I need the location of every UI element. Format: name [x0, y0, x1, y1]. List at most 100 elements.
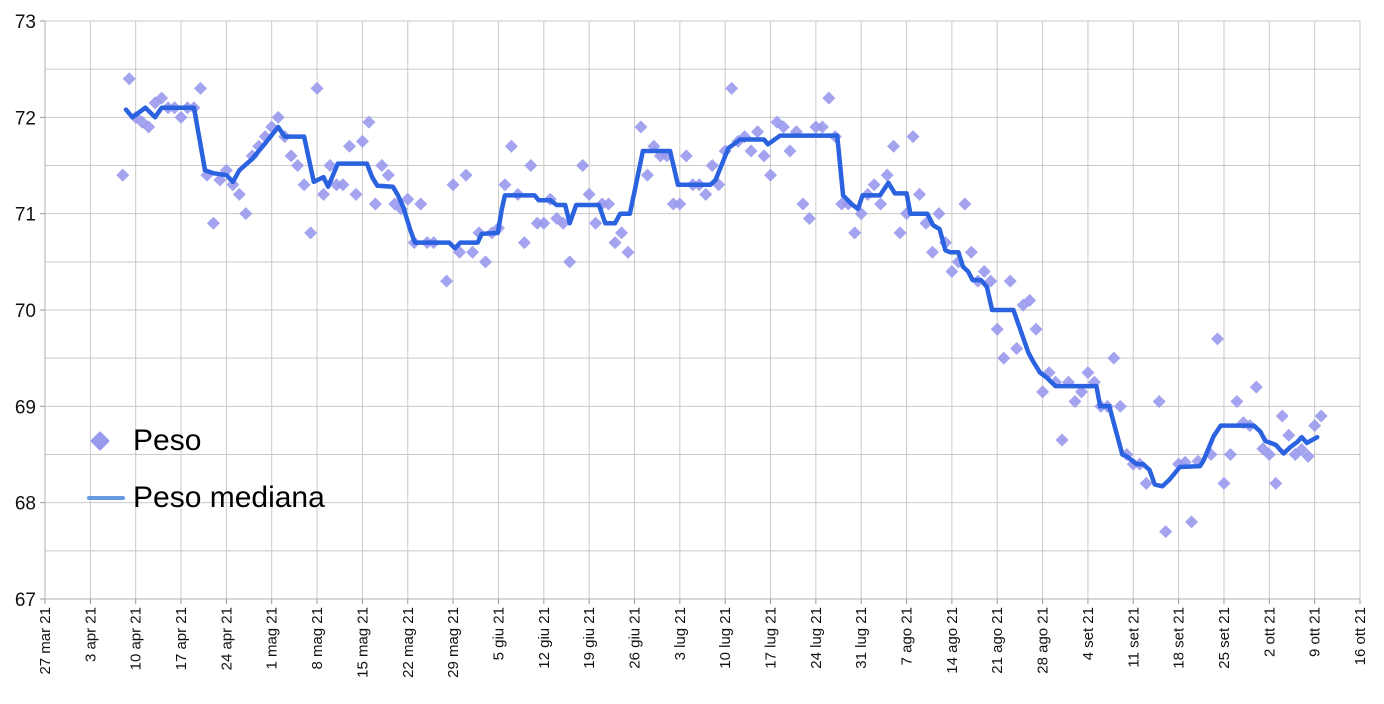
- peso-data-point: [1003, 274, 1017, 288]
- peso-data-point: [1308, 419, 1322, 433]
- peso-data-point: [913, 187, 927, 201]
- chart-legend: Peso Peso mediana: [86, 412, 325, 526]
- peso-data-point: [284, 149, 298, 163]
- peso-data-point: [1269, 476, 1283, 490]
- peso-data-point: [602, 197, 616, 211]
- x-axis-tick-label: 24 lug 21: [808, 607, 825, 669]
- peso-data-point: [206, 216, 220, 230]
- peso-data-point: [764, 168, 778, 182]
- x-axis-tick-label: 19 giu 21: [581, 607, 598, 669]
- x-axis-tick-label: 3 apr 21: [82, 607, 99, 662]
- peso-data-point: [964, 245, 978, 259]
- peso-data-point: [1036, 385, 1050, 399]
- legend-item-peso: Peso: [86, 412, 325, 469]
- peso-data-point: [815, 120, 829, 134]
- peso-data-point: [1230, 395, 1244, 409]
- peso-data-point: [582, 187, 596, 201]
- peso-data-point: [116, 168, 130, 182]
- x-axis-tick-label: 7 ago 21: [899, 607, 916, 665]
- peso-data-point: [310, 81, 324, 95]
- x-axis-tick-label: 28 ago 21: [1035, 607, 1052, 674]
- peso-data-point: [381, 168, 395, 182]
- peso-data-point: [744, 144, 758, 158]
- peso-data-point: [1107, 351, 1121, 365]
- peso-mediana-line: [123, 105, 1320, 489]
- diamond-marker-icon: [90, 430, 110, 451]
- x-axis-tick-label: 15 mag 21: [354, 607, 371, 678]
- peso-data-point: [1282, 428, 1296, 442]
- legend-label-peso: Peso: [133, 423, 202, 457]
- peso-data-point: [958, 197, 972, 211]
- peso-data-point: [193, 81, 207, 95]
- x-axis-tick-label: 17 lug 21: [763, 607, 780, 669]
- peso-data-point: [589, 216, 603, 230]
- peso-data-point: [1068, 395, 1082, 409]
- x-axis-tick-label: 31 lug 21: [853, 607, 870, 669]
- peso-data-point: [906, 130, 920, 144]
- peso-data-point: [504, 139, 518, 153]
- x-axis-tick-label: 12 giu 21: [536, 607, 553, 669]
- peso-data-point: [874, 197, 888, 211]
- peso-data-point: [517, 236, 531, 250]
- x-axis-tick-label: 14 ago 21: [944, 607, 961, 674]
- legend-label-peso-mediana: Peso mediana: [133, 480, 325, 514]
- peso-data-point: [1139, 476, 1153, 490]
- x-axis-tick-label: 22 mag 21: [400, 607, 417, 678]
- peso-data-point: [1262, 448, 1276, 461]
- peso-data-point: [802, 211, 816, 225]
- x-axis-tick-label: 9 ott 21: [1307, 607, 1324, 657]
- x-axis-tick-label: 25 set 21: [1216, 607, 1233, 669]
- peso-data-point: [1249, 380, 1263, 394]
- peso-data-point: [822, 91, 836, 105]
- peso-data-point: [297, 178, 311, 192]
- peso-data-point: [440, 274, 454, 288]
- peso-data-point: [997, 351, 1011, 365]
- peso-data-point: [498, 178, 512, 192]
- peso-data-point: [640, 168, 654, 182]
- peso-data-point: [155, 91, 169, 105]
- peso-data-point: [725, 81, 739, 95]
- peso-data-point: [368, 197, 382, 211]
- x-axis-tick-label: 11 set 21: [1125, 607, 1142, 668]
- peso-data-point: [880, 168, 894, 182]
- peso-data-point: [796, 197, 810, 211]
- peso-data-point: [1023, 293, 1037, 307]
- peso-data-point: [142, 120, 156, 134]
- peso-data-point: [1185, 515, 1199, 529]
- peso-data-point: [291, 159, 305, 172]
- peso-data-point: [446, 178, 460, 192]
- x-axis-tick-label: 3 lug 21: [672, 607, 689, 660]
- peso-data-point: [122, 72, 136, 86]
- peso-data-point: [757, 149, 771, 163]
- y-axis-tick-label: 72: [15, 108, 36, 129]
- peso-data-point: [990, 322, 1004, 336]
- peso-data-point: [977, 264, 991, 278]
- peso-data-point: [556, 216, 570, 230]
- peso-data-point: [925, 245, 939, 259]
- peso-data-point: [1275, 409, 1289, 423]
- peso-data-point: [336, 178, 350, 192]
- peso-data-point: [776, 120, 790, 134]
- peso-data-point: [362, 115, 376, 129]
- peso-data-point: [634, 120, 648, 134]
- peso-data-point: [478, 255, 492, 269]
- peso-data-point: [893, 226, 907, 240]
- peso-data-point: [401, 192, 415, 206]
- y-axis-tick-label: 67: [15, 590, 36, 611]
- peso-data-point: [239, 207, 253, 221]
- peso-data-point: [1159, 525, 1173, 539]
- peso-data-point: [1029, 322, 1043, 336]
- x-axis-tick-label: 5 giu 21: [490, 607, 507, 660]
- peso-data-point: [1010, 342, 1024, 356]
- peso-data-point: [1113, 399, 1127, 413]
- peso-data-point: [576, 159, 590, 172]
- x-axis-tick-label: 4 set 21: [1080, 607, 1097, 660]
- peso-data-point: [232, 187, 246, 201]
- x-axis-tick-label: 1 mag 21: [264, 607, 281, 670]
- peso-data-point: [342, 139, 356, 153]
- peso-data-point: [1055, 433, 1069, 447]
- peso-data-point: [537, 216, 551, 230]
- x-axis-tick-label: 27 mar 21: [37, 607, 54, 675]
- peso-data-point: [174, 110, 188, 124]
